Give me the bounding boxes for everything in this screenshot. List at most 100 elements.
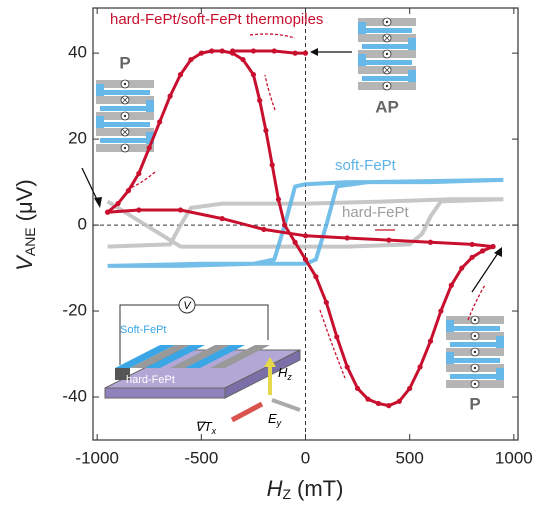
inset-label: hard-FePt [126, 374, 175, 386]
y-axis-label: VANE(μV) [12, 179, 38, 271]
annotation: hard-FePt [342, 204, 410, 221]
data-point [263, 128, 268, 133]
spin-dot [124, 147, 126, 149]
x-tick-label: -1000 [75, 448, 118, 467]
y-tick-label: -40 [62, 386, 87, 405]
data-point [292, 240, 297, 245]
arrow-head [94, 197, 102, 208]
inset-label: E [268, 411, 277, 426]
x-axis-label: H [267, 476, 283, 501]
y-tick-label: 0 [78, 215, 87, 234]
inset-label: y [276, 418, 282, 428]
inset-label: Soft-FePt [120, 324, 166, 336]
data-point [188, 57, 193, 62]
stripe-icon [358, 18, 416, 90]
x-axis-label: (mT) [297, 476, 343, 501]
data-point [438, 308, 443, 313]
data-point [251, 72, 256, 77]
annotation: soft-FePt [335, 157, 397, 174]
data-point [178, 207, 183, 212]
substrate [105, 388, 225, 398]
inset-label: Ey [268, 411, 282, 428]
blue-stripe [100, 122, 150, 127]
data-point [470, 242, 475, 247]
spin-dot [474, 319, 476, 321]
data-point [136, 207, 141, 212]
data-point [105, 210, 110, 215]
data-point [157, 119, 162, 124]
arrow [265, 75, 275, 110]
data-point [397, 399, 402, 404]
spin-dot [386, 85, 388, 87]
data-point [272, 48, 277, 53]
data-point [167, 94, 172, 99]
blue-stripe [362, 28, 412, 33]
data-point [261, 227, 266, 232]
inset-label: z [286, 372, 292, 382]
data-point [147, 145, 152, 150]
spin-dot [474, 383, 476, 385]
blue-stripe [450, 326, 500, 331]
data-point [490, 244, 495, 249]
data-point [428, 339, 433, 344]
data-point [178, 72, 183, 77]
data-point [209, 48, 214, 53]
x-axis-label: HZ (mT) [267, 476, 344, 502]
y-tick-label: 20 [68, 129, 87, 148]
blue-stripe [450, 358, 500, 363]
data-point [276, 197, 281, 202]
blue-stripe [450, 374, 500, 379]
spin-dot [474, 335, 476, 337]
arrow [232, 404, 262, 420]
x-tick-label: 0 [301, 448, 310, 467]
wire [195, 305, 268, 340]
data-point [386, 403, 391, 408]
data-point [230, 48, 235, 53]
arrow-head [494, 247, 502, 257]
inset-label: Hz [278, 365, 292, 382]
arrow-head [310, 48, 318, 56]
data-point [303, 233, 308, 238]
data-point [313, 274, 318, 279]
blue-stripe [362, 60, 412, 65]
data-point [376, 401, 381, 406]
data-point [303, 51, 308, 56]
data-point [136, 171, 141, 176]
data-point [240, 57, 245, 62]
spin-dot [386, 21, 388, 23]
data-point [324, 300, 329, 305]
y-axis-label: (μV) [12, 179, 37, 221]
annotation: P [119, 53, 130, 72]
data-point [355, 386, 360, 391]
y-tick-label: -20 [62, 301, 87, 320]
data-point [270, 162, 275, 167]
data-point [220, 216, 225, 221]
inset-label: x [211, 426, 217, 436]
data-point [282, 222, 287, 227]
data-point [292, 51, 297, 56]
spin-dot [386, 53, 388, 55]
pointer-heads [94, 48, 502, 257]
data-point [470, 255, 475, 260]
data-point [257, 98, 262, 103]
y-tick-label: 40 [68, 43, 87, 62]
x-tick-label: 1000 [495, 448, 533, 467]
arrow [272, 400, 300, 410]
y-axis-label: ANE [22, 227, 38, 256]
data-point [365, 397, 370, 402]
annotation: hard-FePt/soft-FePt thermopiles [110, 11, 323, 28]
data-point [459, 265, 464, 270]
blue-stripe [100, 90, 150, 95]
blue-stripe [100, 138, 150, 143]
data-point [449, 283, 454, 288]
spin-dot [124, 83, 126, 85]
x-tick-label: -500 [184, 448, 218, 467]
x-axis-label: Z [282, 486, 291, 502]
data-point [480, 248, 485, 253]
data-point [428, 240, 433, 245]
data-point [220, 48, 225, 53]
arrow [468, 285, 485, 320]
plot-layer: -1000-50005001000-40-2002040HZ(mT)VANE(μ… [12, 8, 533, 502]
chart: -1000-50005001000-40-2002040HZ(mT)VANE(μ… [0, 0, 550, 506]
x-tick-label: 500 [395, 448, 423, 467]
